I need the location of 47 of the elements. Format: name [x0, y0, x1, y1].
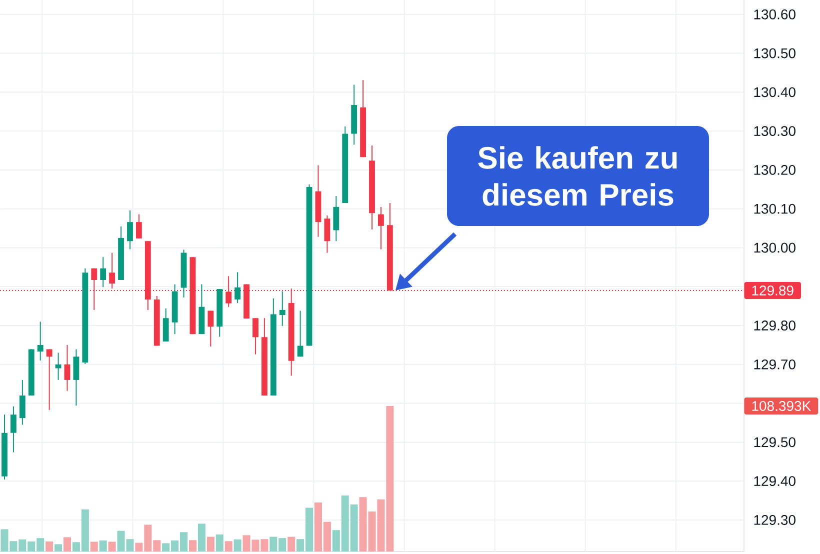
- bar: [206, 536, 214, 552]
- bar: [224, 541, 232, 552]
- candlestick: [324, 214, 330, 254]
- bar: [216, 534, 224, 552]
- y-tick-label: 129.80: [754, 320, 796, 330]
- bar: [188, 540, 196, 552]
- candlestick: [37, 321, 44, 362]
- bar: [108, 542, 116, 552]
- bar: [288, 536, 296, 552]
- candlestick: [208, 310, 214, 348]
- candlestick: [234, 272, 241, 304]
- candlestick: [378, 206, 384, 250]
- bar: [198, 524, 206, 552]
- bar: [63, 537, 71, 552]
- candlestick: [46, 348, 52, 410]
- bar: [99, 540, 107, 552]
- candlestick: [64, 344, 70, 392]
- bar: [46, 541, 54, 552]
- y-tick-label: 130.50: [754, 48, 796, 58]
- ref-line-label: 129.89: [752, 286, 794, 296]
- candlestick: [297, 310, 304, 358]
- candlestick: [333, 196, 340, 242]
- y-tick-label: 129.70: [754, 359, 796, 370]
- candlestick: [127, 210, 133, 250]
- candlestick: [162, 308, 169, 342]
- candlestick: [279, 290, 286, 326]
- text: 108.393K: [752, 401, 811, 411]
- candlestick: [100, 256, 106, 288]
- y-tick-label: 129.40: [754, 476, 796, 486]
- candlestick: [55, 352, 62, 380]
- y-tick-label: 130.40: [754, 87, 796, 98]
- y-tick-label: 129.50: [754, 437, 796, 448]
- y-tick-label: 130.30: [754, 126, 796, 136]
- candlestick: [73, 348, 80, 406]
- candlestick: [19, 379, 26, 426]
- y-tick-label: 129.30: [754, 515, 796, 525]
- y-tick-label: 130.60: [754, 9, 796, 20]
- candlestick: [252, 318, 258, 355]
- bar: [90, 542, 98, 552]
- y-tick-label: 130.00: [754, 242, 796, 253]
- bar: [54, 544, 62, 552]
- annotation: Sie kaufen zu diesem Preis: [478, 146, 677, 206]
- y-tick-label: 130.20: [754, 164, 796, 175]
- candlestick: [136, 214, 142, 239]
- candlestick: [10, 406, 16, 453]
- bar: [234, 539, 242, 552]
- y-tick-label: 130.10: [754, 204, 796, 214]
